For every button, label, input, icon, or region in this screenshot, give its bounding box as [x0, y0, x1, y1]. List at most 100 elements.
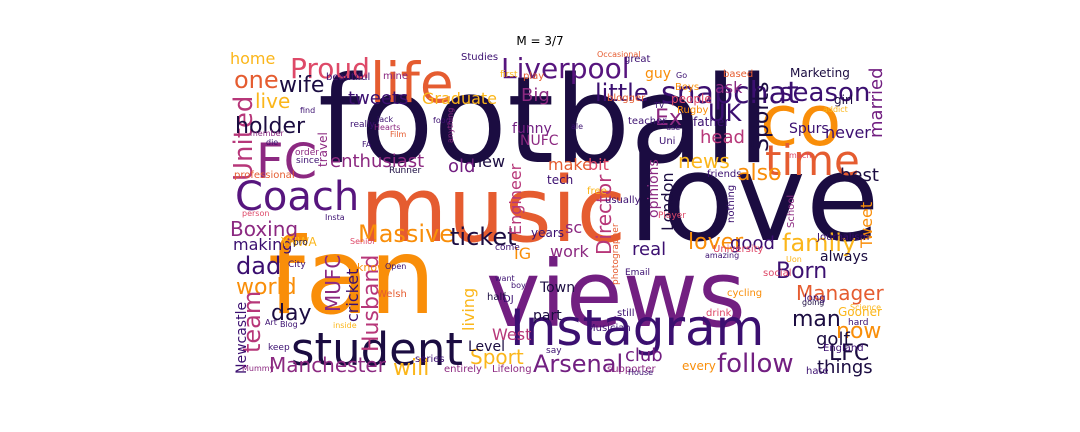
- word-teacher: teacher: [628, 116, 667, 127]
- word-based: based: [723, 69, 753, 80]
- word-much: much: [789, 151, 811, 160]
- word-massive: Massive: [358, 220, 454, 248]
- word-musician: Musician: [587, 323, 631, 334]
- word-boys: Boys: [675, 82, 699, 93]
- word-find: find: [300, 106, 315, 115]
- word-fa: FA: [362, 140, 372, 149]
- word-music: music: [360, 158, 626, 263]
- word-long: long: [804, 293, 826, 304]
- word-say: say: [546, 346, 562, 356]
- word-tv: TV: [653, 101, 665, 110]
- word-house: House: [628, 368, 653, 377]
- word-making: making: [233, 235, 292, 254]
- word-want: want: [495, 274, 515, 283]
- word-ex: Ex: [655, 106, 682, 131]
- word-social: social: [763, 268, 792, 279]
- word-city: City: [288, 260, 306, 270]
- word-order: order: [295, 148, 319, 158]
- word-member: member: [250, 129, 285, 138]
- word-journalism: Journalism: [816, 232, 869, 243]
- word-father: father: [693, 115, 729, 129]
- word-will: will: [393, 356, 429, 381]
- word-engineer: Engineer: [506, 163, 525, 235]
- word-first: first: [500, 70, 518, 80]
- word-fan: fan: [268, 216, 436, 338]
- word-manchester: Manchester: [269, 353, 387, 377]
- word-coach: Coach: [235, 174, 359, 220]
- word-west: West: [492, 325, 531, 344]
- word-town: Town: [539, 280, 575, 296]
- word-play: play: [523, 71, 544, 82]
- word-boy: boy: [511, 281, 526, 290]
- word-england: England: [823, 343, 864, 354]
- word-ale: ale: [571, 122, 583, 131]
- word-newcastle: Newcastle: [234, 302, 250, 374]
- word-wife: wife: [279, 73, 324, 98]
- word-bit: bit: [588, 155, 609, 174]
- word-welsh: Welsh: [377, 289, 407, 300]
- word-married: married: [866, 67, 887, 138]
- word-funny: funny: [512, 121, 552, 137]
- word-girl: girl: [834, 93, 853, 107]
- word-spurs: Spurs: [789, 121, 829, 137]
- word-cycling: cycling: [727, 288, 762, 299]
- word-make: make: [548, 155, 592, 174]
- word-gooner: Gooner: [838, 305, 882, 319]
- word-live: live: [255, 89, 290, 113]
- word-nufc: NUFC: [520, 133, 559, 149]
- word-hard: hard: [848, 318, 868, 328]
- word-lfc: LFC: [829, 341, 869, 366]
- word-now: now: [836, 319, 881, 344]
- word-world: world: [236, 275, 297, 300]
- word-ig: IG: [514, 244, 531, 263]
- word-player: Player: [658, 211, 686, 221]
- word-uni: Uni: [659, 136, 675, 147]
- word-years: years: [531, 226, 564, 240]
- word-follow: follow: [717, 349, 794, 379]
- word-know: know: [357, 261, 386, 274]
- word-mine: mine: [383, 71, 408, 82]
- word-lover: lover: [688, 230, 744, 255]
- word-senior: Senior: [350, 237, 376, 246]
- word-level: Level: [468, 339, 505, 355]
- word-series: series: [415, 354, 445, 365]
- word-pro: pro: [293, 238, 308, 248]
- word-team: team: [238, 291, 266, 353]
- word-time: time: [765, 136, 860, 185]
- word-also: also: [737, 161, 782, 186]
- word-born: Born: [776, 259, 827, 284]
- word-supporter: supporter: [607, 364, 657, 375]
- word-one: one: [234, 66, 279, 94]
- word-amazing: amazing: [705, 251, 739, 260]
- word-tweets: tweets: [348, 88, 408, 109]
- word-big: Big: [521, 85, 550, 106]
- word-always: always: [820, 249, 868, 265]
- word-die: die: [266, 138, 278, 147]
- word-insta: Insta: [325, 213, 345, 222]
- word-proud: Proud: [290, 52, 370, 85]
- word-good: good: [730, 233, 775, 254]
- word-blogger: blogger: [607, 93, 646, 104]
- word-instagram: Instagram: [510, 299, 764, 357]
- word-half: half: [487, 292, 506, 303]
- word-dad: dad: [236, 252, 281, 280]
- word-views: views: [486, 241, 746, 348]
- word-co: co: [760, 80, 841, 162]
- word-entirely: entirely: [444, 364, 482, 375]
- word-husband: Husband: [359, 255, 384, 352]
- word-living: living: [459, 288, 478, 331]
- word-season: season: [779, 78, 870, 108]
- word-man: man: [792, 307, 841, 332]
- word-people: people: [671, 92, 712, 106]
- word-going: going: [802, 298, 824, 307]
- word-director: Director: [592, 174, 616, 255]
- word-tweet: Tweet: [857, 202, 876, 249]
- word-university: University: [713, 244, 764, 255]
- word-life: life: [370, 51, 454, 115]
- word-holder: holder: [235, 114, 306, 139]
- word-boxing: Boxing: [230, 217, 298, 241]
- word-club: club: [625, 345, 663, 366]
- word-sport: Sport: [470, 345, 524, 369]
- word-science: Science: [850, 303, 881, 312]
